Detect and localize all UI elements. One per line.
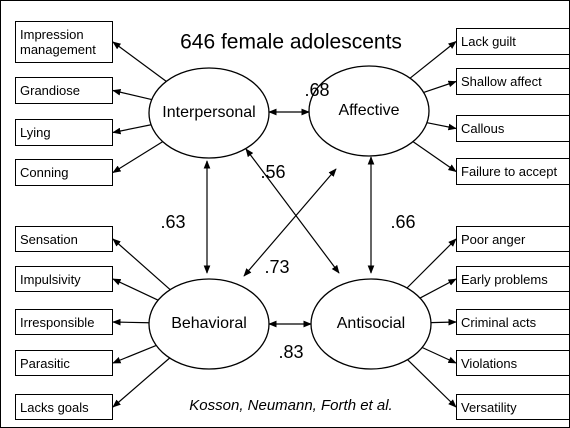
correlation-label: .73 [264, 257, 289, 277]
correlation-label: .83 [278, 342, 303, 362]
factor-label: Affective [338, 102, 399, 119]
arrow [112, 141, 164, 174]
arrow [112, 357, 171, 408]
arrow [412, 141, 457, 172]
indicator-box: Callous [456, 115, 569, 142]
arrow [430, 318, 457, 326]
factor-label: Behavioral [171, 315, 247, 332]
indicator-box: Irresponsible [15, 309, 113, 335]
indicator-box: Versatility [456, 394, 569, 420]
indicator-box: Impression management [15, 21, 113, 63]
indicator-box: Poor anger [456, 226, 569, 252]
correlation-label: .56 [260, 162, 285, 182]
arrow [243, 168, 337, 277]
arrow [407, 359, 457, 408]
indicator-box: Lack guilt [456, 28, 569, 55]
factor-label: Antisocial [337, 315, 405, 332]
correlation-label: .68 [304, 80, 329, 100]
correlation-label: .66 [390, 212, 415, 232]
arrow [423, 80, 457, 94]
indicator-box: Shallow affect [456, 68, 569, 95]
arrow [426, 122, 457, 131]
indicator-box: Sensation [15, 226, 113, 252]
arrow [409, 40, 457, 79]
arrow [112, 238, 171, 291]
title: 646 female adolescents [180, 31, 402, 54]
arrow [112, 41, 167, 82]
citation: Kosson, Neumann, Forth et al. [189, 397, 392, 414]
indicator-box: Early problems [456, 266, 569, 292]
indicator-box: Violations [456, 350, 569, 376]
arrow [112, 88, 152, 101]
indicator-box: Impulsivity [15, 266, 113, 292]
arrow [112, 124, 152, 135]
indicator-box: Failure to accept [456, 158, 569, 185]
indicator-box: Lacks goals [15, 394, 113, 420]
arrow [421, 346, 457, 364]
factor-label: Interpersonal [162, 104, 255, 121]
arrow [112, 278, 159, 301]
arrow [112, 344, 157, 364]
indicator-box: Criminal acts [456, 309, 569, 335]
arrow [112, 318, 150, 326]
indicator-box: Lying [15, 119, 113, 146]
indicator-box: Grandiose [15, 77, 113, 104]
indicator-box: Conning [15, 159, 113, 186]
arrow [419, 278, 457, 299]
arrow [406, 238, 457, 289]
indicator-box: Parasitic [15, 350, 113, 376]
correlation-label: .63 [160, 212, 185, 232]
